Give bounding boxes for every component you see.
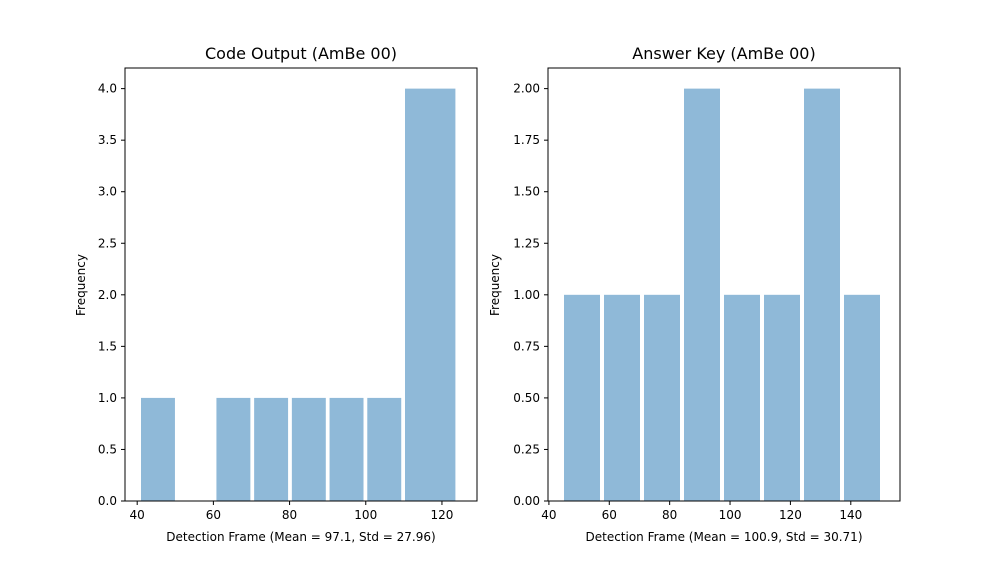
y-tick-label: 3.5 — [98, 133, 117, 147]
chart-title: Answer Key (AmBe 00) — [632, 44, 815, 63]
x-tick-label: 60 — [602, 508, 617, 522]
y-tick-label: 4.0 — [98, 82, 117, 96]
y-tick-label: 2.00 — [513, 82, 540, 96]
x-tick-label: 100 — [354, 508, 377, 522]
y-tick-label: 0.25 — [513, 442, 540, 456]
y-tick-label: 0.50 — [513, 391, 540, 405]
y-tick-label: 1.00 — [513, 288, 540, 302]
subplot-answer-key: Answer Key (AmBe 00) Detection Frame (Me… — [488, 44, 901, 544]
bars — [141, 88, 456, 501]
y-tick-label: 2.5 — [98, 236, 117, 250]
histogram-bar — [254, 397, 289, 501]
y-tick-label: 3.0 — [98, 185, 117, 199]
histogram-bar — [329, 397, 364, 501]
y-tick-label: 1.75 — [513, 133, 540, 147]
histogram-bar — [367, 397, 402, 501]
x-tick-label: 80 — [282, 508, 297, 522]
x-tick-label: 120 — [430, 508, 453, 522]
y-tick-label: 2.0 — [98, 288, 117, 302]
chart-title: Code Output (AmBe 00) — [205, 44, 397, 63]
x-tick-label: 120 — [779, 508, 802, 522]
histogram-bar — [764, 294, 800, 501]
plot-frame — [124, 67, 478, 502]
y-tick-label: 0.75 — [513, 339, 540, 353]
y-tick-label: 1.0 — [98, 391, 117, 405]
histogram-bar — [141, 397, 175, 501]
x-axis-label: Detection Frame (Mean = 97.1, Std = 27.9… — [166, 530, 435, 544]
histogram-bar — [724, 294, 760, 501]
x-tick-label: 100 — [719, 508, 742, 522]
x-tick-label: 80 — [662, 508, 677, 522]
y-axis-label: Frequency — [74, 254, 88, 316]
histogram-bar — [291, 397, 326, 501]
plot-frame — [547, 67, 901, 502]
x-tick-label: 40 — [130, 508, 145, 522]
histogram-bar — [604, 294, 640, 501]
histogram-bar — [216, 397, 251, 501]
y-tick-label: 0.0 — [98, 494, 117, 508]
histogram-bar — [564, 294, 600, 501]
x-tick-label: 60 — [206, 508, 221, 522]
bars — [564, 88, 880, 501]
x-tick-label: 40 — [541, 508, 556, 522]
histogram-bar — [405, 88, 456, 501]
y-tick-label: 0.5 — [98, 442, 117, 456]
ticks: 40 60 80 100 120 140 0.00 0.25 0.50 0.75 1.00 1.25 1… — [513, 82, 862, 522]
histogram-bar — [804, 88, 840, 501]
y-tick-label: 1.5 — [98, 339, 117, 353]
y-tick-label: 1.25 — [513, 236, 540, 250]
histogram-bar — [684, 88, 720, 501]
y-tick-label: 0.00 — [513, 494, 540, 508]
y-axis-label: Frequency — [488, 254, 502, 316]
x-axis-label: Detection Frame (Mean = 100.9, Std = 30.… — [585, 530, 862, 544]
x-tick-label: 140 — [839, 508, 862, 522]
histogram-bar — [844, 294, 880, 501]
subplot-code-output: Code Output (AmBe 00) Detection Frame (M… — [74, 44, 478, 544]
y-tick-label: 1.50 — [513, 185, 540, 199]
histogram-bar — [644, 294, 680, 501]
ticks: 40 60 80 100 120 0.0 0.5 1.0 1.5 2.0 2.5 3.0 3.5 4.0 — [98, 82, 453, 522]
